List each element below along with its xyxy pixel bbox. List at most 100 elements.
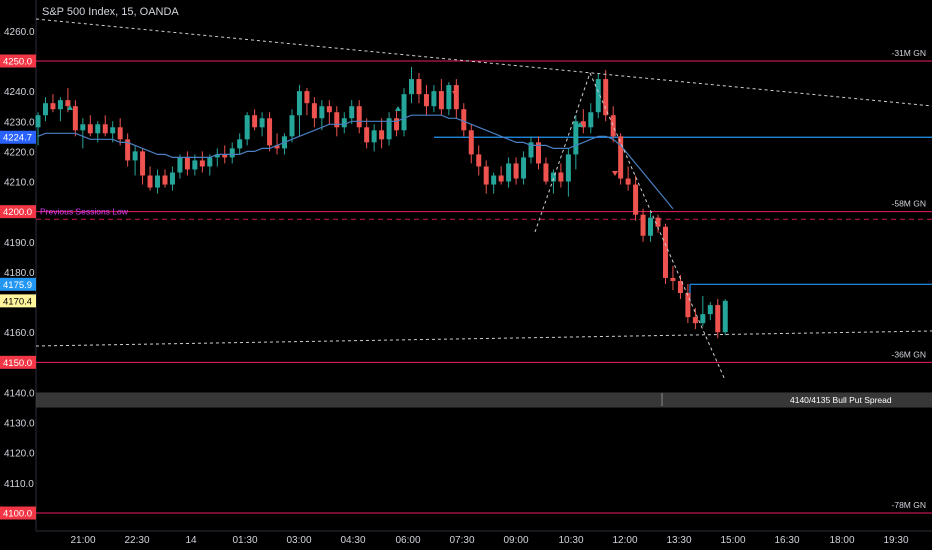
candle-body — [102, 124, 108, 134]
y-tick-label: 4180.0 — [4, 268, 35, 279]
level-annotation-label: -36M GN — [892, 349, 926, 359]
y-tick-label: 4220.0 — [4, 147, 35, 158]
x-tick-label: 19:30 — [883, 535, 908, 546]
candle-body — [550, 172, 556, 182]
candle-body — [543, 163, 549, 182]
candle-body — [326, 106, 332, 113]
upper-trendline — [35, 18, 932, 107]
x-tick-label: 21:00 — [70, 535, 95, 546]
candle-body — [177, 157, 183, 173]
candle-body — [468, 130, 474, 155]
price-tag-label: 4200.0 — [3, 207, 32, 218]
candle-body — [289, 115, 295, 137]
candle-body — [565, 154, 571, 182]
x-tick-label: 03:00 — [286, 535, 311, 546]
candle-body — [498, 175, 504, 182]
candle-body — [364, 127, 370, 143]
y-tick-label: 4140.0 — [4, 388, 35, 399]
chart-title: S&P 500 Index, 15, OANDA — [42, 6, 179, 18]
signal-arrow-icon — [452, 91, 458, 96]
y-tick-label: 4240.0 — [4, 87, 35, 98]
candle-body — [147, 175, 153, 188]
signal-arrow-icon — [612, 171, 618, 176]
x-tick-label: 18:00 — [829, 535, 854, 546]
x-tick-label: 22:30 — [124, 535, 149, 546]
price-tag-label: 4100.0 — [3, 509, 32, 520]
price-tag — [0, 130, 36, 144]
candle-body — [110, 127, 116, 134]
candle-body — [132, 151, 138, 161]
level-annotation-label: -58M GN — [892, 199, 926, 209]
y-tick-label: 4120.0 — [4, 449, 35, 460]
candle-body — [87, 124, 93, 134]
candle-body — [476, 154, 482, 167]
candle-body — [685, 293, 691, 318]
candle-body — [192, 160, 198, 170]
x-tick-label: 16:30 — [774, 535, 799, 546]
x-tick-label: 01:30 — [232, 535, 257, 546]
candle-body — [625, 178, 631, 185]
candle-body — [633, 184, 639, 215]
candle-body — [237, 139, 243, 149]
previous-session-low-label: Previous Sessions Low — [40, 207, 129, 217]
candle-body — [610, 115, 616, 137]
candle-body — [700, 314, 706, 324]
candle-body — [379, 130, 385, 140]
moving-average-line — [37, 114, 674, 210]
candle-body — [252, 115, 258, 128]
price-tag-label: 4170.4 — [3, 296, 32, 307]
candle-body — [80, 124, 86, 131]
candle-body — [521, 157, 527, 179]
candle-body — [461, 109, 467, 131]
x-tick-label: 09:00 — [503, 535, 528, 546]
candle-body — [244, 115, 250, 140]
candle-body — [535, 142, 541, 164]
candle-body — [588, 112, 594, 128]
price-tag — [0, 277, 36, 291]
candle-body — [707, 305, 713, 315]
candle-body — [640, 214, 646, 236]
candle-body — [229, 148, 235, 158]
candle-body — [715, 305, 721, 333]
candle-body — [35, 115, 41, 128]
candle-body — [207, 157, 213, 167]
y-tick-label: 4160.0 — [4, 328, 35, 339]
candle-body — [267, 118, 273, 146]
candle-body — [274, 145, 280, 149]
candle-body — [603, 79, 609, 116]
signal-arrow-icon — [395, 106, 401, 111]
price-tag — [0, 355, 36, 369]
price-tag-label: 4175.9 — [3, 280, 32, 291]
candle-body — [677, 280, 683, 294]
candle-body — [483, 166, 489, 185]
candle-body — [528, 142, 534, 158]
drop-trendline — [589, 72, 726, 381]
candle-body — [319, 106, 325, 119]
candle-body — [162, 175, 168, 185]
candle-body — [722, 300, 728, 333]
candle-body — [140, 151, 146, 176]
candle-body — [42, 103, 48, 116]
candle-body — [394, 118, 400, 131]
candle-body — [692, 317, 698, 324]
price-tag-label: 4250.0 — [3, 57, 32, 68]
price-tag-label: 4150.0 — [3, 358, 32, 369]
level-annotation-label: -31M GN — [892, 48, 926, 58]
x-tick-label: 15:00 — [720, 535, 745, 546]
candle-body — [423, 94, 429, 107]
candle-body — [95, 124, 101, 134]
candle-body — [446, 85, 452, 110]
candle-body — [662, 226, 668, 278]
candle-body — [580, 121, 586, 128]
candle-body — [655, 217, 661, 227]
candle-body — [506, 163, 512, 182]
candle-body — [296, 91, 302, 116]
candle-body — [431, 91, 437, 107]
candle-body — [558, 172, 564, 182]
spread-label: 4140/4135 Bull Put Spread — [790, 395, 892, 405]
price-tag — [0, 54, 36, 68]
candle-body — [50, 103, 56, 110]
candle-body — [513, 163, 519, 179]
candle-body — [214, 154, 220, 158]
